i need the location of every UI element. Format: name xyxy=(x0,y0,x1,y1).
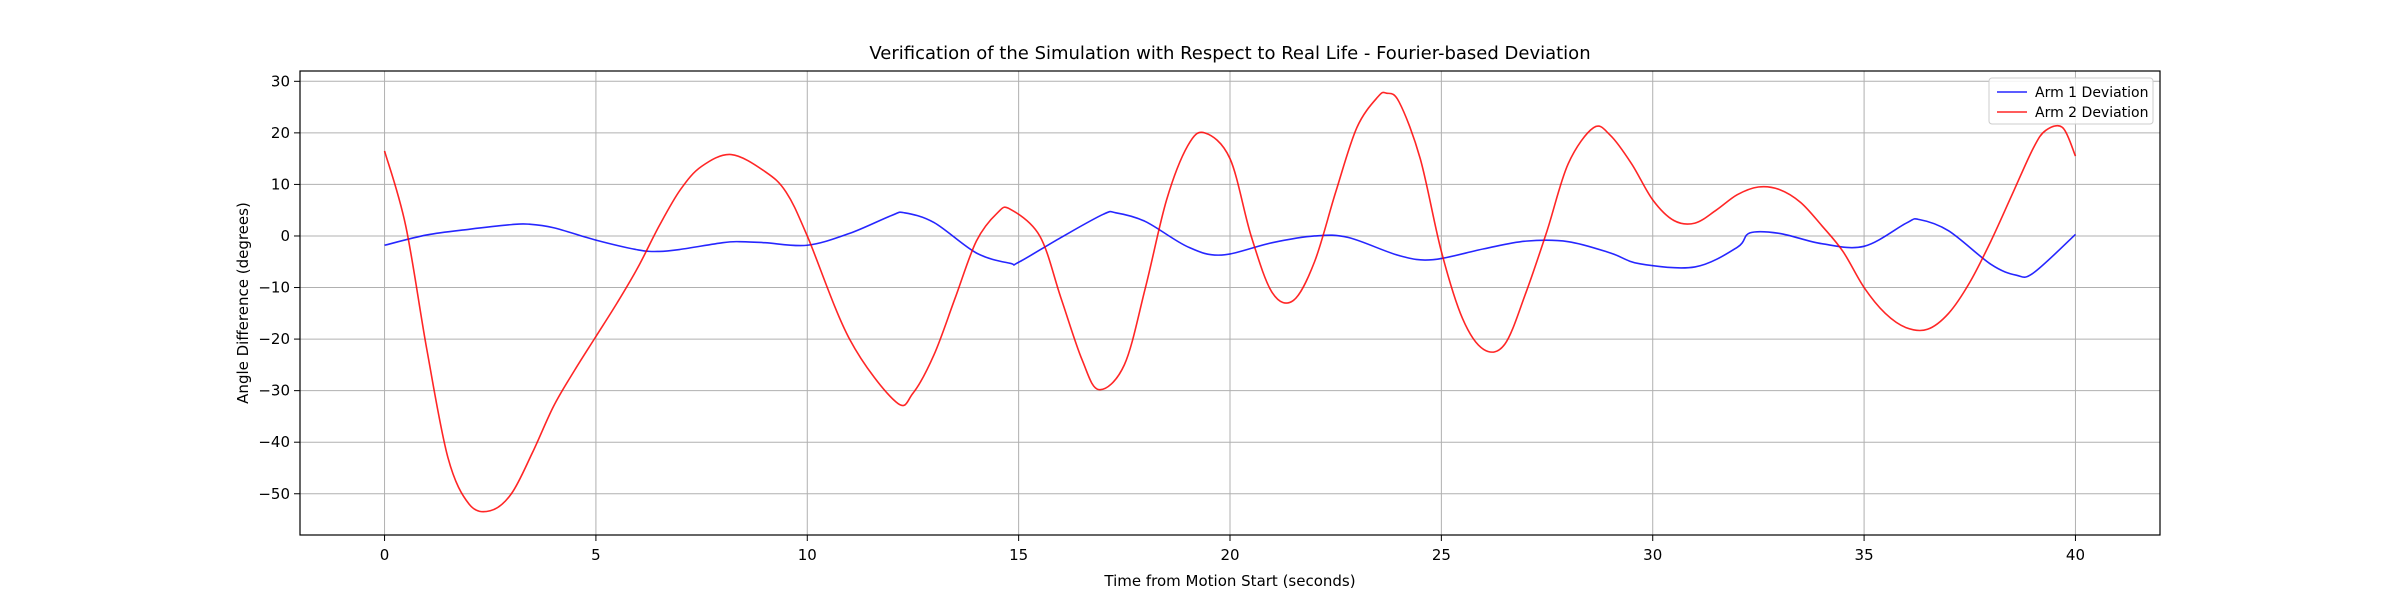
x-tick-label: 25 xyxy=(1432,546,1451,564)
y-tick-label: −20 xyxy=(258,330,290,348)
grid xyxy=(300,71,2160,535)
series-line-2 xyxy=(383,91,2077,513)
x-tick-label: 15 xyxy=(1009,546,1028,564)
x-tick-label: 35 xyxy=(1855,546,1874,564)
x-tick-label: 10 xyxy=(798,546,817,564)
y-tick-label: −10 xyxy=(258,279,290,297)
legend-box xyxy=(1988,77,2154,125)
x-tick-label: 40 xyxy=(2066,546,2085,564)
x-tick-label: 0 xyxy=(380,546,390,564)
y-tick-label: 0 xyxy=(280,227,290,245)
y-tick-label: 10 xyxy=(271,175,290,193)
series-line-1 xyxy=(384,210,2076,279)
x-tick-label: 20 xyxy=(1220,546,1239,564)
chart-title: Verification of the Simulation with Resp… xyxy=(869,43,1590,64)
y-tick-label: 20 xyxy=(271,124,290,142)
series-layer xyxy=(383,91,2077,513)
y-tick-label: −30 xyxy=(258,382,290,400)
y-tick-label: −50 xyxy=(258,485,290,503)
y-tick-label: −40 xyxy=(258,433,290,451)
legend-label-1: Arm 1 Deviation xyxy=(2035,85,2149,101)
x-axis-label: Time from Motion Start (seconds) xyxy=(1103,572,1355,590)
legend: Arm 1 Deviation Arm 2 Deviation xyxy=(1988,77,2154,125)
x-tick-label: 30 xyxy=(1643,546,1662,564)
y-axis-label: Angle Difference (degrees) xyxy=(234,202,252,404)
ticks: 0 5 10 15 20 25 30 35 40 −50 −40 −30 −20 −10 0 10 20 30 xyxy=(258,72,2085,564)
y-tick-label: 30 xyxy=(271,72,290,90)
x-tick-label: 5 xyxy=(591,546,601,564)
legend-label-2: Arm 2 Deviation xyxy=(2035,105,2149,121)
